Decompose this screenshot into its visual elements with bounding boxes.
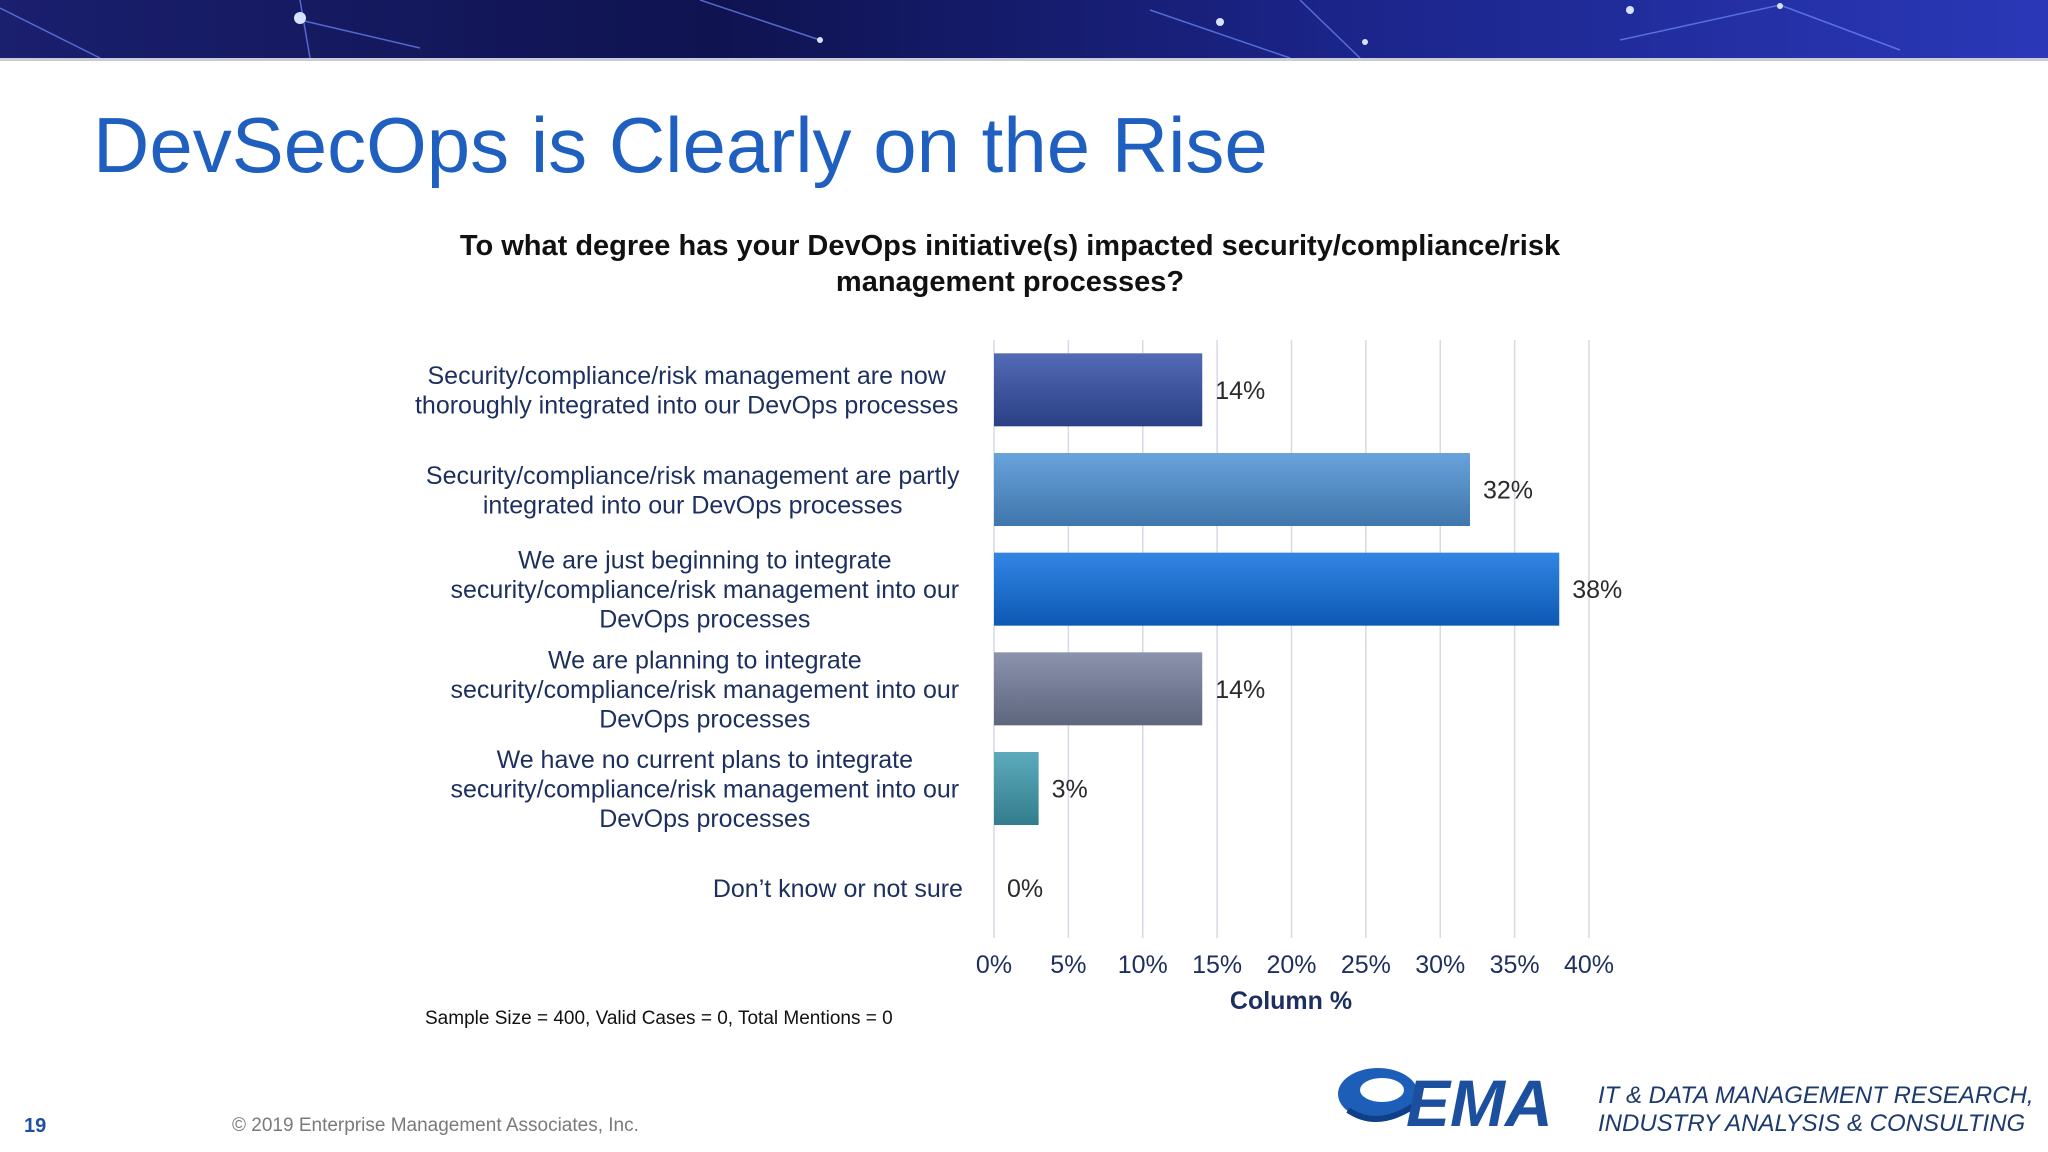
category-label: We have no current plans to integrate	[497, 746, 913, 774]
value-label: 14%	[1215, 377, 1265, 405]
x-tick-label: 0%	[976, 951, 1012, 979]
value-label: 0%	[1007, 875, 1043, 903]
value-label: 14%	[1215, 676, 1265, 704]
value-label: 32%	[1483, 477, 1533, 505]
x-tick-label: 20%	[1266, 951, 1316, 979]
x-tick-label: 5%	[1050, 951, 1086, 979]
x-tick-label: 25%	[1341, 951, 1391, 979]
ema-logo-icon	[1338, 1068, 1424, 1122]
category-label: DevOps processes	[599, 606, 810, 634]
page-number: 19	[24, 1115, 47, 1137]
page-title: DevSecOps is Clearly on the Rise	[93, 101, 1268, 189]
category-label: integrated into our DevOps processes	[483, 491, 903, 519]
value-label: 3%	[1052, 776, 1088, 804]
ema-logo: EMA	[1338, 1066, 1553, 1140]
category-label: security/compliance/risk management into…	[451, 676, 960, 704]
bar-0	[994, 353, 1203, 427]
category-label: We are planning to integrate	[548, 646, 862, 674]
category-label: Don’t know or not sure	[713, 875, 963, 903]
x-tick-label: 10%	[1118, 951, 1168, 979]
value-label: 38%	[1572, 576, 1622, 604]
category-label: We are just beginning to integrate	[518, 547, 891, 575]
bar-chart: 0% 5% 10% 15% 20% 25% 30% 35% 40% 14% Security/com…	[415, 340, 1622, 1015]
bar-1	[994, 453, 1470, 526]
tagline-line-1: IT & DATA MANAGEMENT RESEARCH,	[1598, 1082, 2034, 1109]
copyright-text: © 2019 Enterprise Management Associates,…	[232, 1115, 639, 1136]
chart-title: To what degree has your DevOps initiativ…	[459, 230, 1561, 298]
category-label: DevOps processes	[599, 705, 810, 733]
bar-3	[994, 652, 1203, 726]
category-label: Security/compliance/risk management are …	[426, 462, 960, 490]
bar-4	[994, 752, 1039, 825]
tagline-line-2: INDUSTRY ANALYSIS & CONSULTING	[1598, 1110, 2026, 1137]
category-label: security/compliance/risk management into…	[451, 776, 960, 804]
category-label: Security/compliance/risk management are …	[428, 362, 947, 390]
category-label: DevOps processes	[599, 805, 810, 833]
x-tick-label: 40%	[1564, 951, 1614, 979]
header-banner	[0, 0, 2048, 58]
banner-divider	[0, 58, 2048, 61]
x-tick-label: 15%	[1192, 951, 1242, 979]
category-label: thoroughly integrated into our DevOps pr…	[415, 392, 958, 420]
category-label: security/compliance/risk management into…	[451, 576, 960, 604]
tagline: IT & DATA MANAGEMENT RESEARCH, INDUSTRY …	[1598, 1082, 2034, 1138]
bar-2	[994, 552, 1560, 626]
x-tick-label: 30%	[1415, 951, 1465, 979]
ema-logo-text: EMA	[1406, 1066, 1553, 1140]
x-tick-label: 35%	[1490, 951, 1540, 979]
x-axis-title: Column %	[1230, 987, 1352, 1015]
sample-size-note: Sample Size = 400, Valid Cases = 0, Tota…	[425, 1008, 893, 1029]
